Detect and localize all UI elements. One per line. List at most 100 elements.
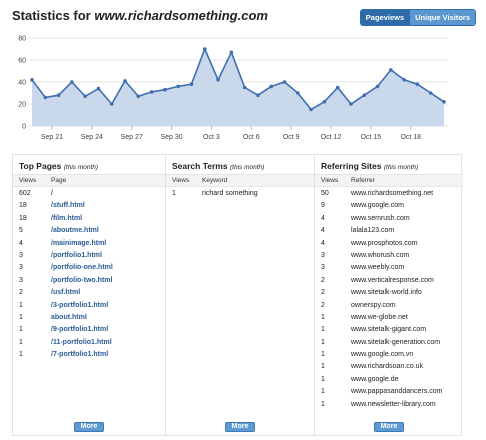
stats-header: Statistics for www.richardsomething.com … [8,4,478,30]
data-point[interactable] [389,68,393,72]
pageviews-button[interactable]: Pageviews [360,10,410,25]
data-point[interactable] [109,102,114,106]
metric-toggle: Pageviews Unique Visitors [359,9,476,26]
row-views: 4 [321,239,325,247]
row-link[interactable]: /mainimage.html [51,239,107,247]
row-views: 1 [321,363,325,371]
data-point[interactable] [256,93,260,97]
row-views: 3 [19,276,23,284]
table-row: 1 www.sitetalk-gigant.com [315,325,463,337]
table-row: 1/9-portfolio1.html [13,325,165,337]
row-link[interactable]: /stuff.html [51,202,85,210]
data-point[interactable] [442,100,446,104]
row-link[interactable]: / [51,190,53,197]
data-point[interactable] [136,94,141,99]
data-point[interactable] [189,82,194,86]
table-row: 50 www.richardsomething.net [315,189,463,201]
table-row: 1 www.google.com.vn [315,350,463,362]
data-point[interactable] [296,91,300,95]
row-link[interactable]: /7-portfolio1.html [51,351,109,359]
row-link[interactable]: /usf.html [51,289,81,297]
row-views: 1 [321,326,325,334]
data-point[interactable] [96,86,101,91]
data-point[interactable] [216,78,220,82]
row-link[interactable]: /3-portfolio1.html [51,301,109,309]
x-tick-label: Sep 27 [121,134,143,141]
row-views: 1 [19,313,23,321]
row-value: ownerspy.com [351,301,396,309]
search-terms-header: Views Keyword [166,174,314,187]
row-views: 602 [19,190,31,197]
row-link[interactable]: /portfolio-two.html [51,276,113,284]
table-row: 1 www.google.de [315,375,463,387]
y-tick-label: 0 [22,124,26,131]
table-row: 1 www.richardsoan.co.uk [315,362,463,374]
row-link[interactable]: /11-portfolio1.html [51,338,112,346]
data-point[interactable] [335,85,340,90]
row-views: 4 [19,239,23,247]
referring-sites-header: Views Referrer [315,174,463,187]
data-point[interactable] [282,80,287,84]
top-pages-more-button[interactable]: More [74,422,104,432]
x-tick-label: Sep 21 [41,134,63,141]
data-point[interactable] [83,94,87,99]
row-views: 1 [321,313,325,321]
row-value: www.google.com.vn [351,351,414,359]
unique-visitors-button[interactable]: Unique Visitors [409,10,475,25]
row-views: 1 [19,301,23,309]
search-terms-more-button[interactable]: More [225,422,255,432]
row-link[interactable]: /portfolio-one.html [51,264,113,272]
row-value: www.google.de [351,375,399,383]
data-point[interactable] [202,47,207,51]
data-point[interactable] [269,84,274,89]
row-link[interactable]: /film.html [51,214,83,222]
data-point[interactable] [375,84,380,89]
table-row: 3/portfolio-one.html [13,263,165,275]
chart-points [30,47,446,112]
row-link[interactable]: /portfolio1.html [51,251,102,259]
data-point[interactable] [242,85,247,90]
referring-sites-more-button[interactable]: More [374,422,404,432]
page-column-header: Page [51,177,67,184]
row-link[interactable]: /aboutme.html [51,227,99,235]
data-point[interactable] [163,87,167,92]
table-row: 9 www.google.com [315,201,463,213]
row-views: 1 [321,375,325,383]
data-point[interactable] [30,78,34,82]
row-value: www.pappasanddancers.com [351,388,443,396]
data-point[interactable] [176,84,180,89]
table-row: 1 www.newsletter-library.com [315,400,463,412]
data-point[interactable] [123,79,127,83]
referring-sites-panel: Referring Sites (this month) Views Refer… [314,155,463,435]
x-axis: Sep 21 Sep 24 Sep 27 Sep 30 Oct 3 Oct 6 Oct 9 O… [41,126,421,141]
top-pages-rows: 602/18/stuff.html 18/film.html 5/aboutme.h… [13,189,165,362]
top-pages-title: Top Pages (this month) [19,161,99,171]
title-prefix: Statistics for [12,8,95,23]
row-views: 9 [321,202,325,210]
x-tick-label: Sep 24 [81,134,103,141]
row-views: 2 [19,289,23,297]
row-value: www.sitetalk-world.info [351,289,422,297]
table-row: 1/3-portfolio1.html [13,301,165,313]
table-row: 1/7-portfolio1.html [13,350,165,362]
row-link[interactable]: about.html [51,313,87,321]
data-point[interactable] [56,93,61,97]
data-point[interactable] [322,100,327,104]
data-point[interactable] [402,78,406,82]
data-point[interactable] [149,90,154,94]
data-point[interactable] [70,80,74,84]
data-point[interactable] [362,93,367,97]
data-point[interactable] [309,107,313,112]
data-point[interactable] [428,91,433,95]
data-point[interactable] [43,95,48,100]
data-point[interactable] [415,82,420,86]
data-point[interactable] [349,102,353,106]
table-row: 3 www.weebly.com [315,263,463,275]
data-point[interactable] [229,50,234,55]
row-views: 1 [19,351,23,359]
row-value: www.whorush.com [351,251,410,259]
table-row: 5/aboutme.html [13,226,165,238]
y-tick-label: 40 [18,80,26,87]
x-tick-label: Oct 12 [321,134,342,141]
row-link[interactable]: /9-portfolio1.html [51,326,109,334]
